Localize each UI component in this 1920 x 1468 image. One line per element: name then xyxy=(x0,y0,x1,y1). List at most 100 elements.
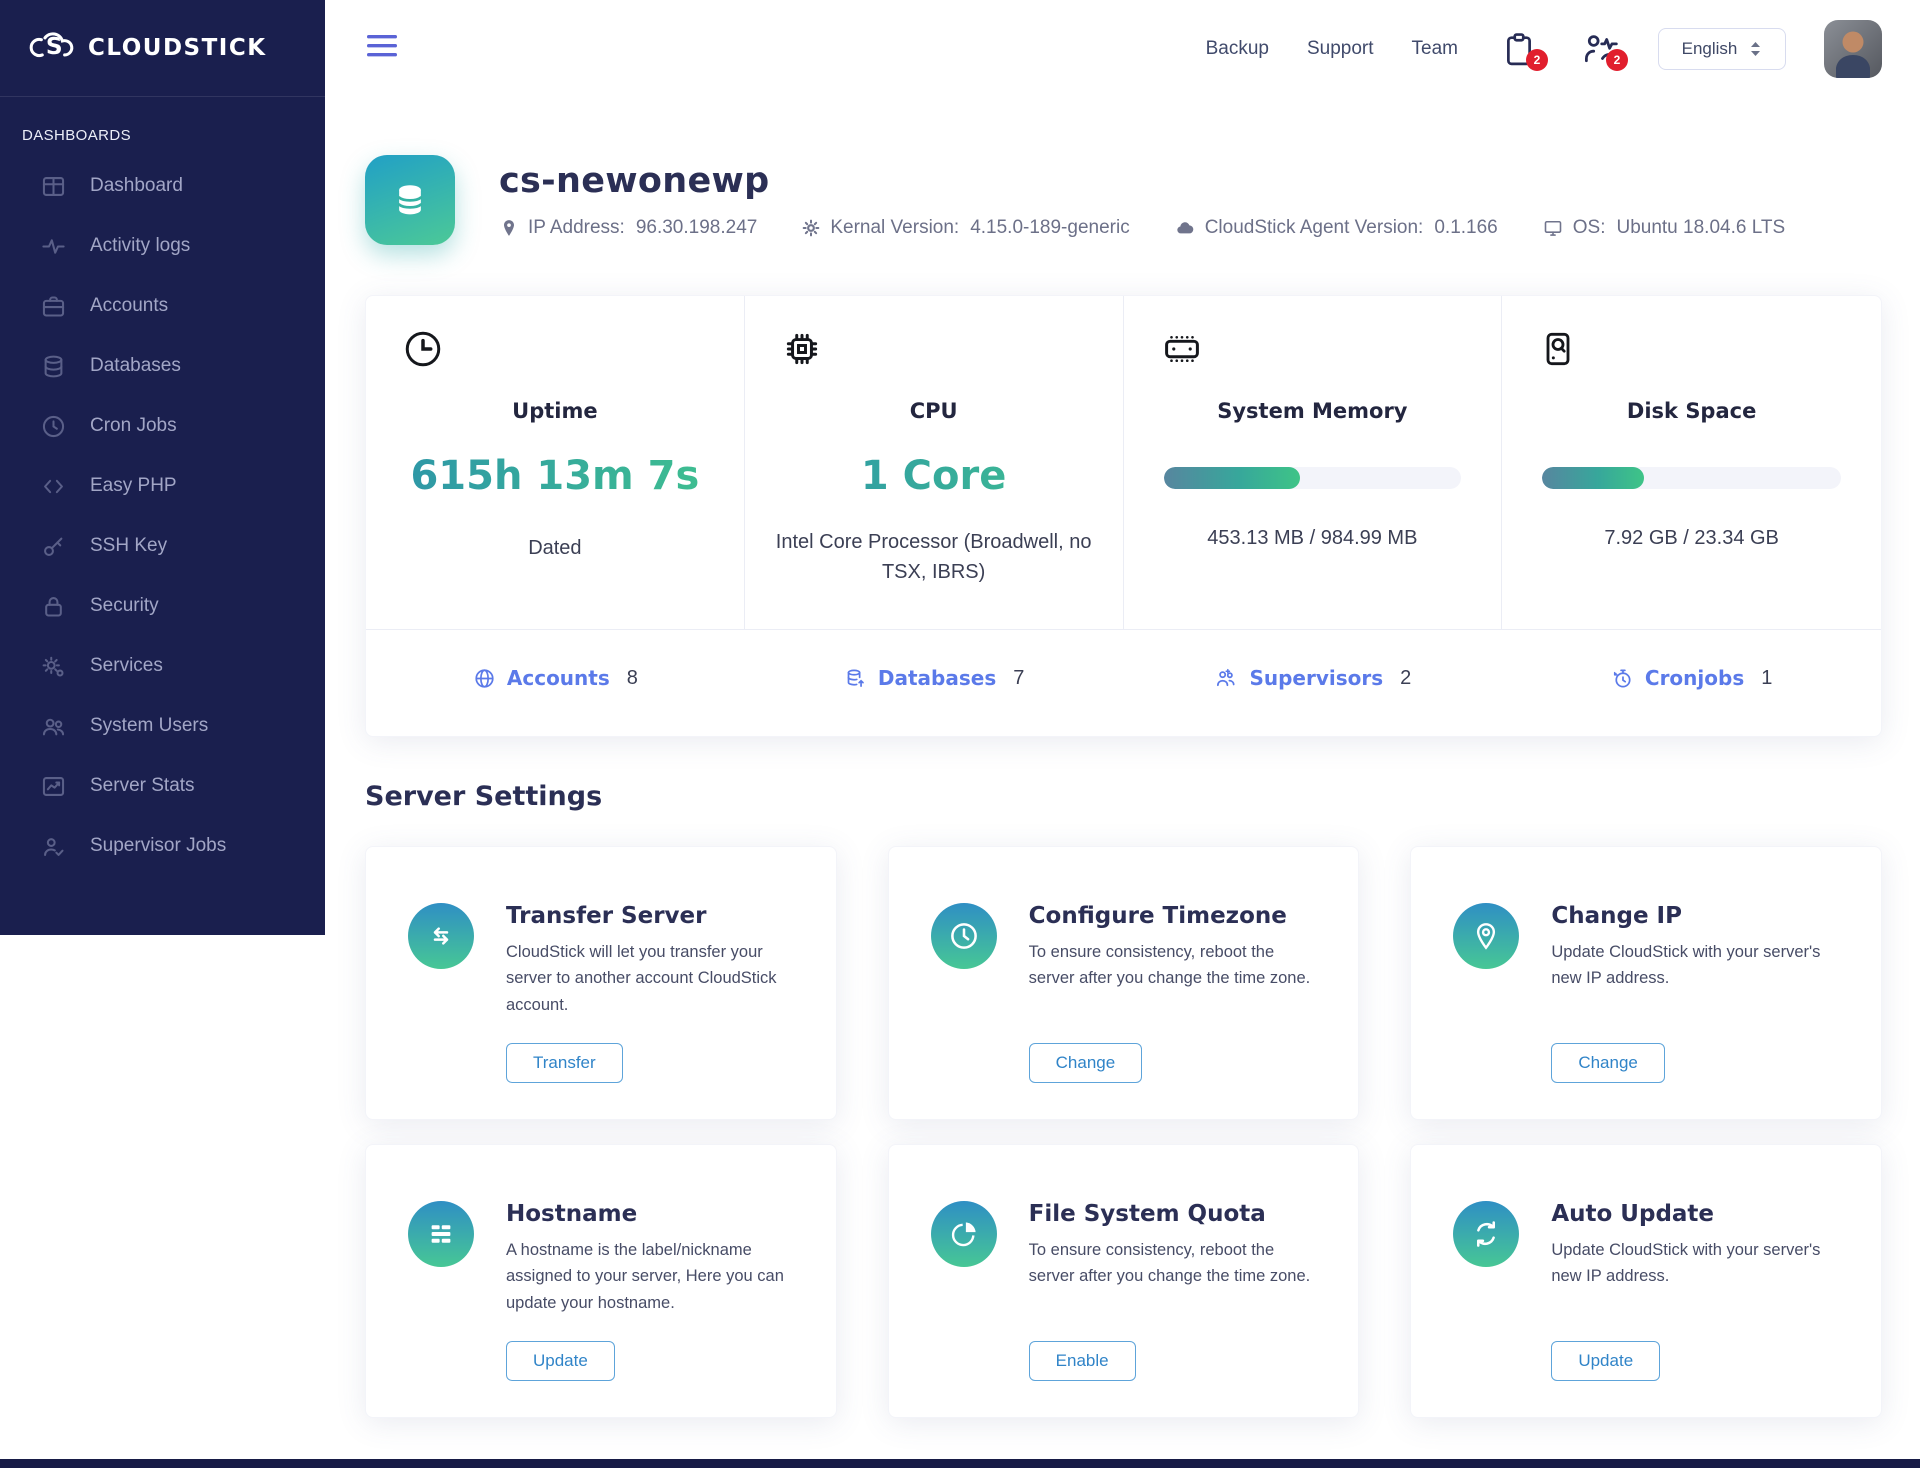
quick-link-supervisors[interactable]: Supervisors 2 xyxy=(1124,666,1503,690)
sidebar-item-system-users[interactable]: System Users xyxy=(0,696,325,756)
quick-link-label: Supervisors xyxy=(1249,666,1384,690)
clipboard-notifications-button[interactable]: 2 xyxy=(1502,29,1548,71)
settings-card-title: Configure Timezone xyxy=(1028,903,1287,929)
sidebar-item-label: Accounts xyxy=(90,295,169,316)
user-avatar[interactable] xyxy=(1824,19,1882,78)
topnav-link-backup[interactable]: Backup xyxy=(1205,37,1269,59)
settings-card-file-system-quota: File System Quota To ensure consistency,… xyxy=(887,1144,1360,1418)
topnav-link-support[interactable]: Support xyxy=(1306,37,1374,59)
team-badge: 2 xyxy=(1606,48,1628,71)
sidebar-item-databases[interactable]: Databases xyxy=(0,336,325,396)
sidebar-section-label: DASHBOARDS xyxy=(22,127,132,144)
cpu-sub: Intel Core Processor (Broadwell, no TSX,… xyxy=(775,531,1092,583)
sidebar-item-supervisor-jobs[interactable]: Supervisor Jobs xyxy=(0,816,325,876)
quick-link-count: 2 xyxy=(1400,666,1412,689)
sidebar-item-label: System Users xyxy=(90,715,209,736)
sync-arrows-icon xyxy=(1453,1201,1520,1267)
server-name: cs-newonewp xyxy=(499,161,770,201)
location-pin-icon xyxy=(504,220,514,236)
server-settings-heading: Server Settings xyxy=(365,781,603,812)
quick-link-count: 8 xyxy=(626,666,638,689)
briefcase-icon xyxy=(40,293,67,320)
settings-card-hostname: Hostname A hostname is the label/nicknam… xyxy=(365,1144,837,1418)
sidebar-item-label: Databases xyxy=(90,355,181,376)
gears-icon xyxy=(40,653,67,680)
cloud-icon xyxy=(1177,222,1193,234)
server-meta-kernel: Kernal Version: 4.15.0-189-generic xyxy=(801,217,1130,239)
hamburger-menu-icon[interactable] xyxy=(367,33,401,64)
transfer-button[interactable]: Transfer xyxy=(506,1043,623,1083)
disk-progress-fill xyxy=(1542,467,1644,489)
quick-link-accounts[interactable]: Accounts 8 xyxy=(366,666,745,690)
meta-label: CloudStick Agent Version: xyxy=(1204,217,1424,238)
svg-text:S: S xyxy=(46,33,63,60)
hard-disk-icon xyxy=(1538,328,1861,375)
sidebar-item-label: Easy PHP xyxy=(90,475,177,496)
settings-card-auto-update: Auto Update Update CloudStick with your … xyxy=(1410,1144,1882,1418)
sidebar-item-label: Cron Jobs xyxy=(90,415,177,436)
meta-label: OS: xyxy=(1572,217,1606,238)
sidebar-item-accounts[interactable]: Accounts xyxy=(0,276,325,336)
bottom-strip xyxy=(0,1459,1920,1468)
enable-quota-button[interactable]: Enable xyxy=(1028,1341,1136,1381)
update-hostname-button[interactable]: Update xyxy=(506,1341,615,1381)
meta-value: Ubuntu 18.04.6 LTS xyxy=(1616,217,1786,238)
settings-card-description: A hostname is the label/nickname assigne… xyxy=(506,1241,784,1312)
chevron-up-down-icon xyxy=(1751,41,1761,56)
sidebar-item-activity-logs[interactable]: Activity logs xyxy=(0,216,325,276)
user-check-icon xyxy=(40,833,67,860)
stat-title: CPU xyxy=(909,399,958,423)
sidebar-item-services[interactable]: Services xyxy=(0,636,325,696)
memory-progress-bar xyxy=(1163,467,1462,489)
settings-card-title: Hostname xyxy=(506,1201,638,1227)
sidebar-nav: Dashboard Activity logs Accounts Databas… xyxy=(0,156,325,876)
sidebar-item-security[interactable]: Security xyxy=(0,576,325,636)
transfer-arrows-icon xyxy=(408,903,474,969)
sidebar-item-label: Dashboard xyxy=(90,175,183,196)
sidebar-item-server-stats[interactable]: Server Stats xyxy=(0,756,325,816)
quick-link-count: 1 xyxy=(1761,666,1773,689)
stat-uptime: Uptime 615h 13m 7s Dated xyxy=(366,296,745,629)
stat-memory: System Memory 453.13 MB / 984.99 MB xyxy=(1124,296,1503,629)
topnav-link-team[interactable]: Team xyxy=(1411,37,1458,59)
server-meta-agent: CloudStick Agent Version: 0.1.166 xyxy=(1174,217,1498,239)
team-activity-button[interactable]: 2 xyxy=(1582,29,1628,71)
stat-title: Disk Space xyxy=(1626,399,1757,423)
key-icon xyxy=(40,533,67,560)
auto-update-button[interactable]: Update xyxy=(1551,1341,1661,1381)
quick-link-databases[interactable]: Databases 7 xyxy=(745,666,1124,690)
settings-card-description: CloudStick will let you transfer your se… xyxy=(506,943,777,1014)
users-group-icon xyxy=(1217,668,1235,686)
change-ip-button[interactable]: Change xyxy=(1551,1043,1665,1083)
stopwatch-icon xyxy=(1613,668,1631,688)
uptime-sub: Dated xyxy=(528,537,582,559)
settings-card-configure-timezone: Configure Timezone To ensure consistency… xyxy=(887,846,1360,1120)
brand-logo[interactable]: S CLOUDSTICK xyxy=(0,0,325,97)
sidebar-item-label: Security xyxy=(90,595,159,616)
settings-card-title: Change IP xyxy=(1551,903,1682,929)
topbar: Backup Support Team 2 xyxy=(325,0,1920,97)
sidebar-item-label: SSH Key xyxy=(90,535,168,556)
language-select[interactable]: English xyxy=(1658,27,1786,70)
settings-card-description: Update CloudStick with your server's new… xyxy=(1551,943,1821,988)
brand-name: CLOUDSTICK xyxy=(88,35,267,61)
settings-card-title: Transfer Server xyxy=(506,903,707,929)
chart-icon xyxy=(40,773,67,800)
sidebar-item-ssh-key[interactable]: SSH Key xyxy=(0,516,325,576)
quick-link-count: 7 xyxy=(1013,666,1025,689)
sidebar-item-cron-jobs[interactable]: Cron Jobs xyxy=(0,396,325,456)
server-meta-os: OS: Ubuntu 18.04.6 LTS xyxy=(1542,217,1785,239)
server-bars-icon xyxy=(408,1201,474,1267)
meta-value: 0.1.166 xyxy=(1434,217,1498,238)
server-database-icon xyxy=(365,155,455,245)
change-timezone-button[interactable]: Change xyxy=(1028,1043,1143,1083)
settings-card-title: Auto Update xyxy=(1551,1201,1715,1227)
sidebar-item-dashboard[interactable]: Dashboard xyxy=(0,156,325,216)
quick-link-cronjobs[interactable]: Cronjobs 1 xyxy=(1502,666,1881,690)
server-stats-card: Uptime 615h 13m 7s Dated CPU 1 Core Inte… xyxy=(365,295,1882,737)
sidebar-item-easy-php[interactable]: Easy PHP xyxy=(0,456,325,516)
settings-card-transfer-server: Transfer Server CloudStick will let you … xyxy=(365,846,837,1120)
stat-title: System Memory xyxy=(1217,399,1408,423)
server-meta-ip: IP Address: 96.30.198.247 xyxy=(499,217,757,239)
